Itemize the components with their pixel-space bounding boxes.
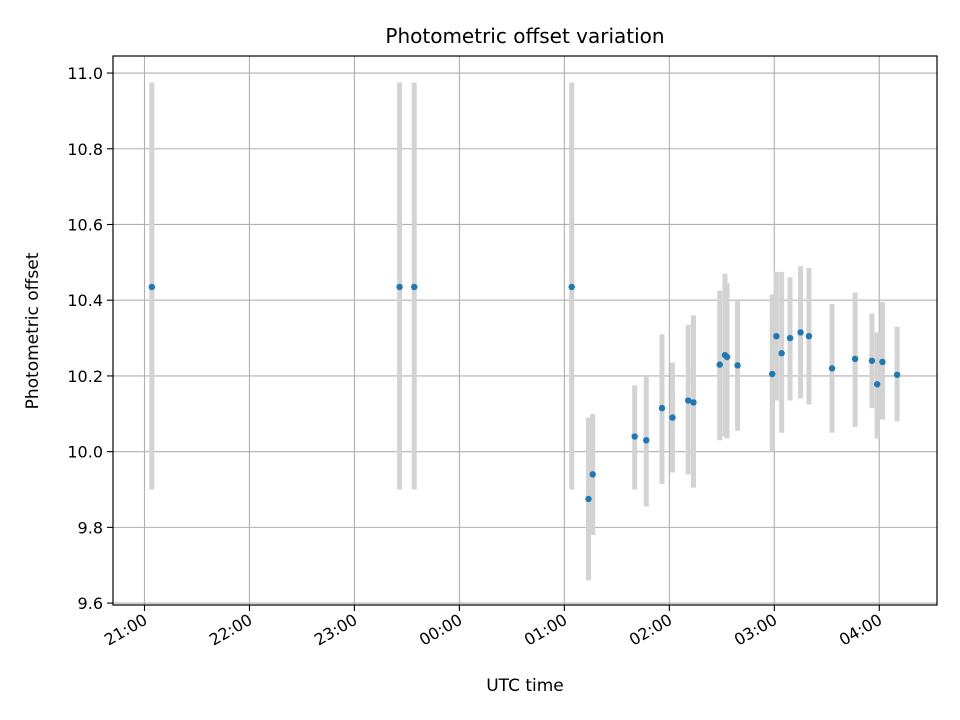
y-tick-label: 10.0: [67, 443, 103, 462]
data-point: [828, 365, 836, 372]
data-points: [148, 283, 901, 503]
y-tick-label: 10.6: [67, 215, 103, 234]
data-point: [585, 495, 592, 503]
data-point: [396, 283, 403, 291]
data-point: [148, 283, 156, 291]
data-point: [769, 370, 776, 378]
data-point: [658, 404, 666, 412]
data-point: [734, 362, 741, 369]
y-tick-label: 11.0: [67, 64, 103, 83]
chart-title: Photometric offset variation: [385, 24, 664, 48]
y-tick-label: 9.8: [78, 518, 103, 537]
data-point: [873, 381, 881, 388]
y-axis-ticks: 9.6 9.8 10.0 10.2 10.4 10.6 10.8 11.0: [67, 64, 113, 613]
y-tick-label: 10.4: [67, 291, 103, 310]
data-point: [797, 329, 804, 336]
data-point: [716, 361, 723, 368]
y-tick-label: 10.2: [67, 367, 103, 386]
data-point: [778, 350, 785, 357]
data-point: [643, 437, 650, 444]
y-tick-label: 10.8: [67, 140, 103, 159]
data-point: [773, 332, 780, 340]
data-point: [669, 414, 676, 421]
data-point: [786, 334, 794, 342]
data-point: [879, 358, 886, 366]
data-point: [631, 433, 638, 440]
data-point: [685, 397, 692, 404]
data-point: [805, 332, 813, 340]
data-point: [568, 283, 575, 291]
plot-frame: [112, 55, 938, 606]
data-point: [723, 353, 731, 361]
data-point: [411, 283, 418, 291]
data-point: [690, 399, 697, 406]
y-axis-label: Photometric offset: [23, 252, 43, 409]
grid-lines: [113, 56, 937, 605]
data-point: [893, 371, 901, 378]
data-point: [868, 357, 876, 364]
data-point: [589, 471, 596, 478]
x-axis-label: UTC time: [486, 676, 564, 696]
y-tick-label: 9.6: [78, 594, 103, 613]
data-point: [851, 355, 859, 363]
